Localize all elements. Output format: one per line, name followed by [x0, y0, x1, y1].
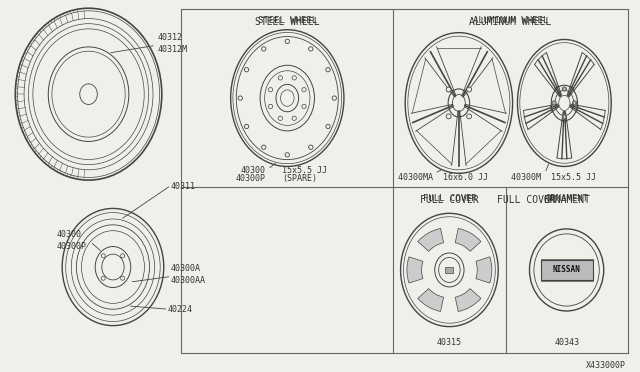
- Circle shape: [563, 88, 566, 90]
- Circle shape: [285, 153, 289, 157]
- Circle shape: [467, 87, 472, 92]
- Wedge shape: [455, 289, 481, 311]
- Circle shape: [553, 102, 556, 104]
- Circle shape: [308, 47, 313, 51]
- Circle shape: [262, 145, 266, 150]
- Wedge shape: [407, 257, 423, 283]
- Text: X433000P: X433000P: [586, 361, 626, 370]
- Circle shape: [563, 87, 566, 91]
- Text: 40311: 40311: [171, 182, 196, 192]
- Ellipse shape: [102, 254, 124, 280]
- Circle shape: [308, 145, 313, 150]
- Circle shape: [563, 115, 566, 119]
- Circle shape: [573, 101, 577, 105]
- Ellipse shape: [80, 84, 97, 105]
- Circle shape: [262, 47, 266, 51]
- Text: 40224: 40224: [168, 305, 193, 314]
- Circle shape: [292, 76, 296, 80]
- Text: 40300P: 40300P: [236, 174, 266, 183]
- Ellipse shape: [276, 84, 299, 112]
- Text: FULL COVER: FULL COVER: [422, 194, 476, 203]
- Ellipse shape: [280, 90, 294, 106]
- Text: FULL COVER: FULL COVER: [497, 195, 556, 205]
- Circle shape: [285, 39, 289, 44]
- Circle shape: [292, 116, 296, 121]
- Ellipse shape: [95, 247, 131, 288]
- Text: STEEL WHEEL: STEEL WHEEL: [255, 17, 319, 27]
- Circle shape: [244, 68, 249, 72]
- Text: 40300M  15x5.5 JJ: 40300M 15x5.5 JJ: [511, 173, 596, 182]
- Text: ORNAMENT: ORNAMENT: [543, 195, 590, 205]
- Bar: [541, 260, 593, 280]
- Ellipse shape: [452, 94, 465, 111]
- Ellipse shape: [559, 95, 570, 110]
- Circle shape: [278, 76, 282, 80]
- Text: STEEL WHEEL: STEEL WHEEL: [258, 16, 317, 25]
- Wedge shape: [418, 289, 444, 311]
- Wedge shape: [455, 228, 481, 251]
- Circle shape: [573, 102, 576, 104]
- Circle shape: [326, 68, 330, 72]
- Circle shape: [278, 116, 282, 121]
- Text: 40300A
40300AA: 40300A 40300AA: [171, 264, 205, 285]
- Circle shape: [467, 114, 472, 119]
- Text: ALUMINUM WHEEL: ALUMINUM WHEEL: [469, 17, 552, 27]
- Circle shape: [446, 87, 451, 92]
- Bar: [445, 267, 453, 273]
- Circle shape: [552, 101, 556, 105]
- Ellipse shape: [551, 85, 577, 121]
- Circle shape: [302, 104, 306, 109]
- Circle shape: [120, 276, 125, 280]
- Text: 40343: 40343: [554, 338, 579, 347]
- Text: 40312
40312M: 40312 40312M: [158, 33, 188, 54]
- Text: FULL COVER: FULL COVER: [420, 195, 479, 205]
- Circle shape: [238, 96, 243, 100]
- Circle shape: [268, 87, 273, 92]
- Text: ORNAMENT: ORNAMENT: [545, 194, 588, 203]
- Text: ALUMINUM WHEEL: ALUMINUM WHEEL: [473, 16, 548, 25]
- Text: 15x5.5 JJ: 15x5.5 JJ: [282, 166, 328, 175]
- Text: 40300
40300P: 40300 40300P: [56, 230, 86, 251]
- Circle shape: [244, 124, 249, 129]
- Text: 40315: 40315: [437, 338, 462, 347]
- Wedge shape: [418, 228, 444, 251]
- Circle shape: [326, 124, 330, 129]
- Circle shape: [446, 114, 451, 119]
- Circle shape: [302, 87, 306, 92]
- Ellipse shape: [438, 257, 460, 282]
- Circle shape: [332, 96, 337, 100]
- Ellipse shape: [448, 89, 470, 117]
- Circle shape: [563, 116, 566, 118]
- Text: 40300MA  16x6.0 JJ: 40300MA 16x6.0 JJ: [398, 173, 488, 182]
- Ellipse shape: [555, 90, 573, 116]
- Circle shape: [120, 254, 125, 258]
- Circle shape: [268, 104, 273, 109]
- Text: NISSAN: NISSAN: [553, 266, 580, 275]
- Wedge shape: [476, 257, 492, 283]
- Circle shape: [101, 254, 106, 258]
- Text: (SPARE): (SPARE): [282, 174, 317, 183]
- Circle shape: [101, 276, 106, 280]
- Ellipse shape: [435, 253, 464, 287]
- Text: 40300: 40300: [241, 166, 266, 175]
